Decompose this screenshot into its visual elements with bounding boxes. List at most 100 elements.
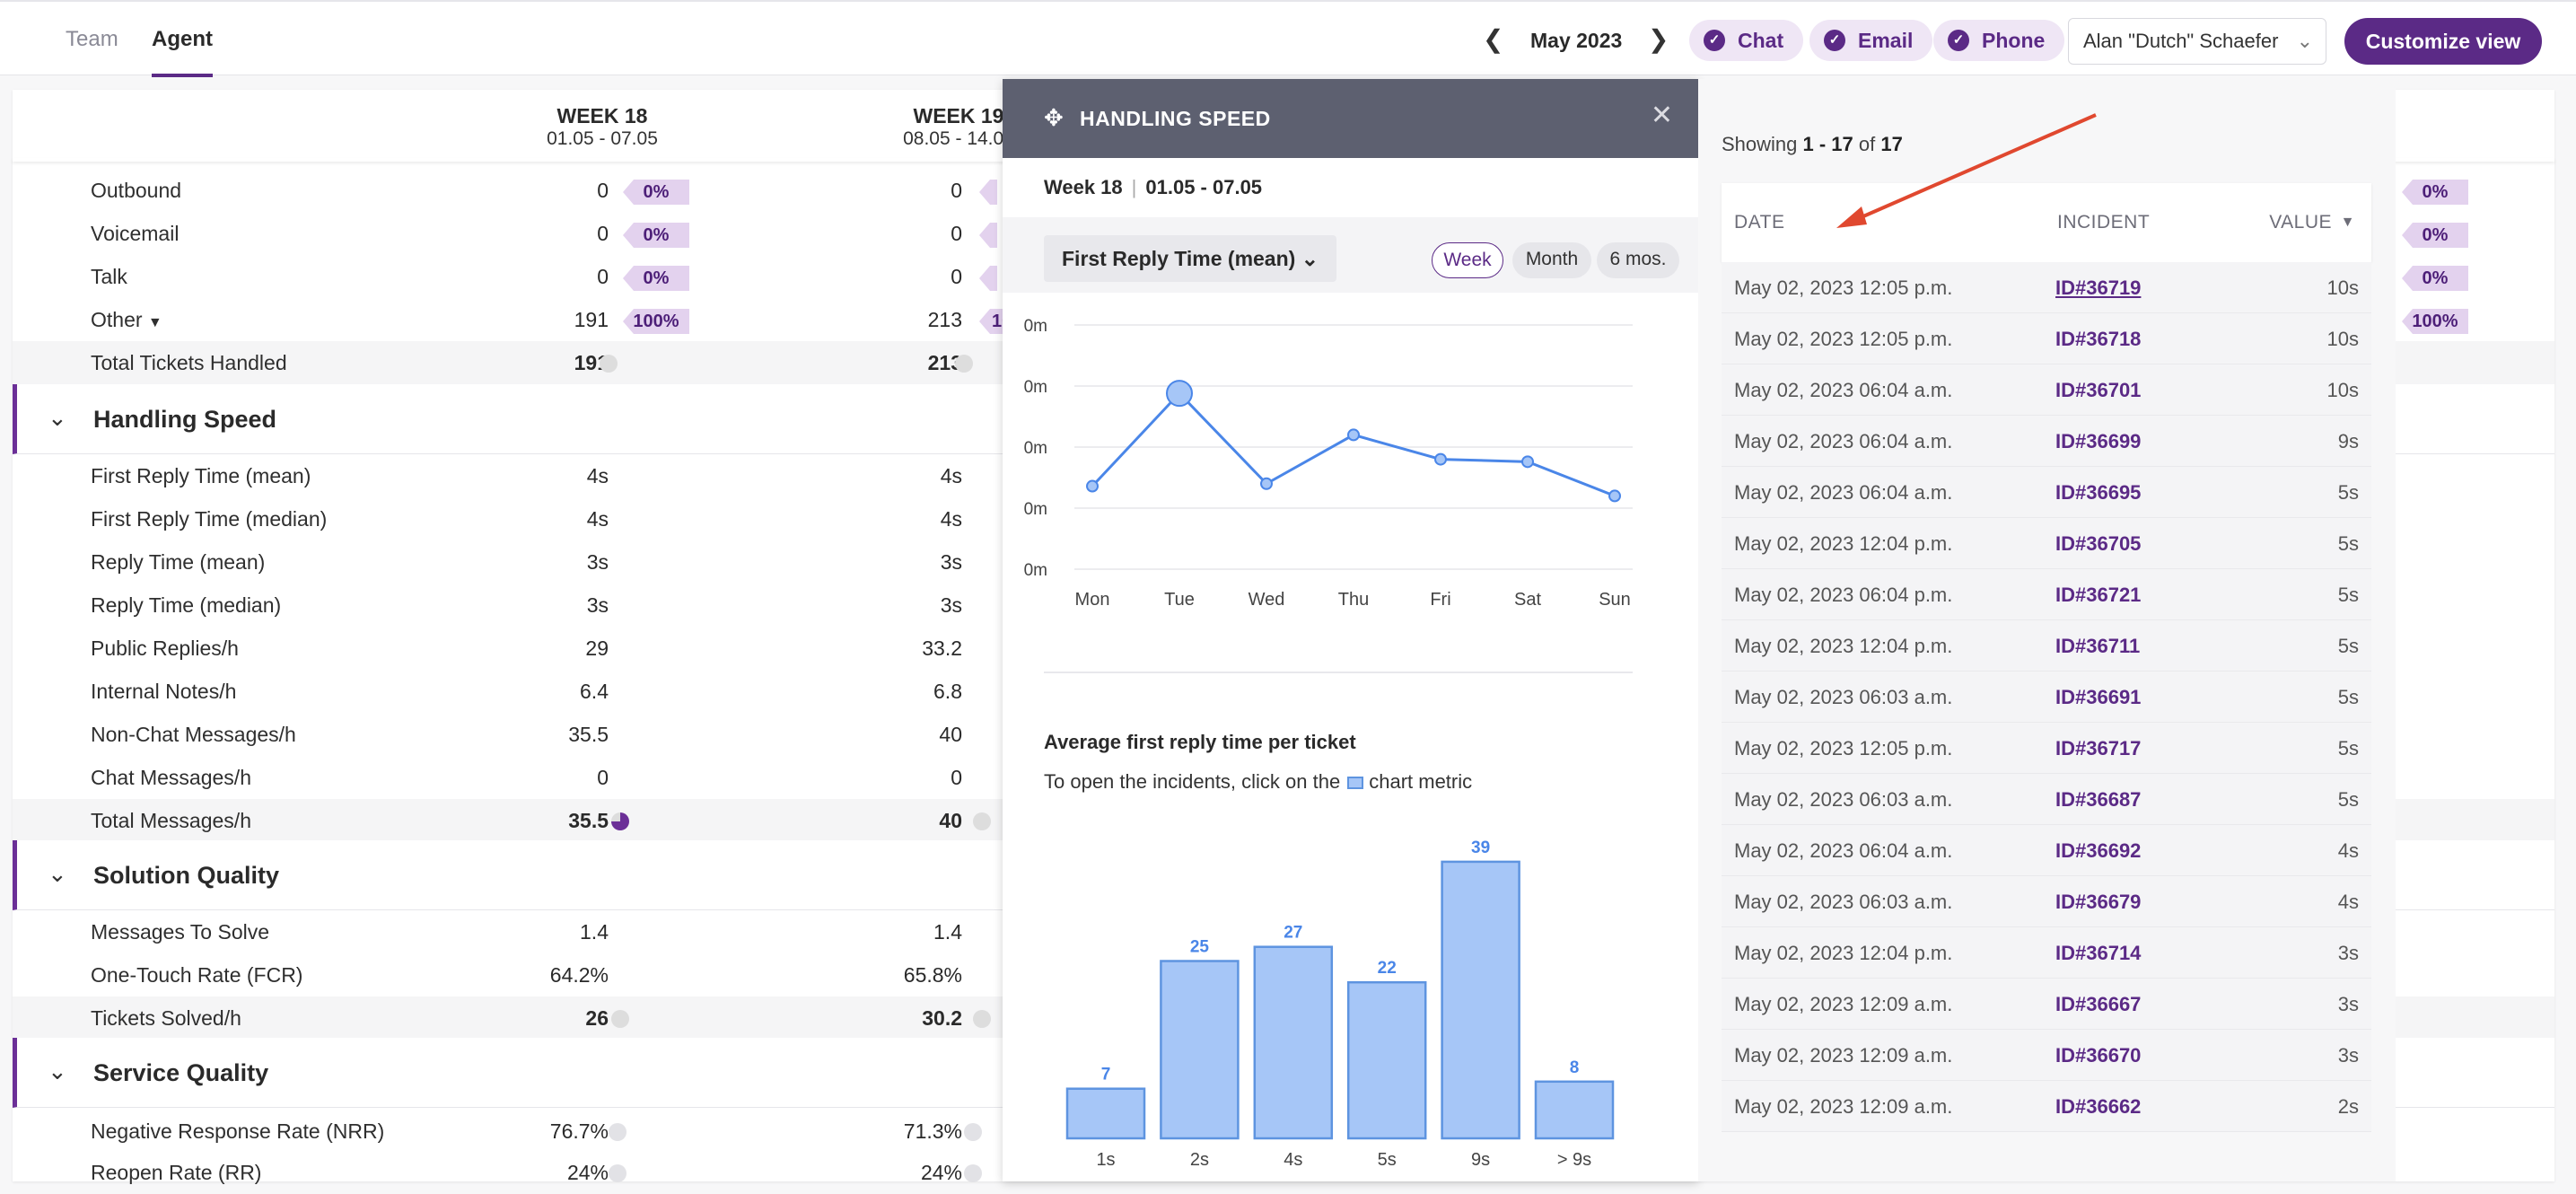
- column-value[interactable]: VALUE: [2269, 212, 2332, 233]
- x-tick-label: Mon: [1075, 590, 1110, 610]
- series-line: [1091, 391, 1616, 497]
- incident-row[interactable]: May 02, 2023 12:04 p.m. ID#36711 5s: [1722, 620, 2371, 672]
- incident-link[interactable]: ID#36714: [2055, 942, 2142, 964]
- top-bar: Team Agent ❮ May 2023 ❯ ✓ Chat ✓ Email ✓ Ph…: [0, 0, 2576, 77]
- showing-count: Showing 1 - 17 of 17: [1722, 133, 1903, 155]
- chevron-down-icon[interactable]: ⌄: [48, 1058, 67, 1084]
- chevron-left-icon[interactable]: ❮: [1483, 25, 1504, 53]
- incident-value: 3s: [2337, 1044, 2359, 1067]
- incident-date: May 02, 2023 12:04 p.m.: [1734, 635, 1953, 657]
- incident-date: May 02, 2023 12:05 p.m.: [1734, 328, 1953, 350]
- tab-agent[interactable]: Agent: [152, 2, 213, 77]
- pie-icon[interactable]: [600, 355, 618, 373]
- incident-link[interactable]: ID#36667: [2055, 993, 2142, 1015]
- incident-link[interactable]: ID#36699: [2055, 430, 2142, 452]
- other-toggle[interactable]: Other ▼: [91, 308, 162, 331]
- incident-row[interactable]: May 02, 2023 12:09 a.m. ID#36667 3s: [1722, 979, 2371, 1030]
- table-row: Reopen Rate (RR) 24% 24%: [13, 1151, 2554, 1194]
- incident-link[interactable]: ID#36692: [2055, 839, 2142, 862]
- handling-speed-modal: ✥ HANDLING SPEED ✕ Week 18 | 01.05 - 07.05…: [1003, 79, 1698, 1181]
- chevron-right-icon[interactable]: ❯: [1648, 25, 1669, 53]
- agent-select[interactable]: Alan "Dutch" Schaefer ⌄: [2068, 18, 2326, 65]
- data-point: [1608, 489, 1621, 503]
- modal-header[interactable]: ✥ HANDLING SPEED ✕: [1003, 79, 1698, 158]
- channel-chat-toggle[interactable]: ✓ Chat: [1689, 20, 1804, 61]
- incident-link[interactable]: ID#36718: [2055, 328, 2142, 350]
- pie-icon[interactable]: [611, 812, 629, 830]
- incident-date: May 02, 2023 12:09 a.m.: [1734, 1044, 1953, 1067]
- incident-value: 10s: [2326, 328, 2359, 350]
- incident-link[interactable]: ID#36711: [2055, 635, 2141, 657]
- sort-desc-icon[interactable]: ▼: [2340, 215, 2355, 230]
- check-icon: ✓: [1948, 30, 1969, 51]
- range-6mos-button[interactable]: 6 mos.: [1597, 242, 1679, 278]
- range-week-button[interactable]: Week: [1432, 242, 1503, 278]
- metric-toolbar: First Reply Time (mean) ⌄ Week Month 6 mo…: [1003, 217, 1698, 293]
- x-tick-label: 5s: [1378, 1150, 1397, 1170]
- chevron-down-icon[interactable]: ⌄: [48, 860, 67, 887]
- incident-link[interactable]: ID#36719: [2055, 277, 2142, 299]
- check-circle-icon: [609, 1164, 626, 1182]
- pie-icon[interactable]: [955, 355, 973, 373]
- column-date[interactable]: DATE: [1734, 212, 1785, 233]
- incident-date: May 02, 2023 06:03 a.m.: [1734, 891, 1953, 913]
- table-row: Outbound 0 0% 0 0%: [13, 169, 2554, 212]
- incident-row[interactable]: May 02, 2023 06:03 a.m. ID#36679 4s: [1722, 876, 2371, 927]
- incident-row[interactable]: May 02, 2023 12:05 p.m. ID#36719 10s: [1722, 262, 2371, 313]
- incident-link[interactable]: ID#36691: [2055, 686, 2142, 708]
- incidents-header: DATE INCIDENT VALUE ▼: [1722, 183, 2371, 262]
- incident-row[interactable]: May 02, 2023 06:03 a.m. ID#36691 5s: [1722, 672, 2371, 723]
- incident-row[interactable]: May 02, 2023 06:04 a.m. ID#36695 5s: [1722, 467, 2371, 518]
- incident-date: May 02, 2023 06:04 a.m.: [1734, 481, 1953, 504]
- incident-row[interactable]: May 02, 2023 12:09 a.m. ID#36670 3s: [1722, 1030, 2371, 1081]
- incident-row[interactable]: May 02, 2023 12:04 p.m. ID#36714 3s: [1722, 927, 2371, 979]
- incident-row[interactable]: May 02, 2023 12:05 p.m. ID#36718 10s: [1722, 313, 2371, 364]
- pie-icon[interactable]: [611, 1010, 629, 1028]
- incident-row[interactable]: May 02, 2023 12:04 p.m. ID#36705 5s: [1722, 518, 2371, 569]
- incident-link[interactable]: ID#36679: [2055, 891, 2142, 913]
- incident-row[interactable]: May 02, 2023 06:04 p.m. ID#36721 5s: [1722, 569, 2371, 620]
- table-row: Messages To Solve 1.4 1.4: [91, 920, 962, 944]
- y-tick-label: 0m: [1024, 500, 1047, 519]
- pie-icon[interactable]: [973, 812, 991, 830]
- chevron-down-icon[interactable]: ⌄: [48, 404, 67, 431]
- incident-row[interactable]: May 02, 2023 06:04 a.m. ID#36699 9s: [1722, 416, 2371, 467]
- table-row: First Reply Time (median) 4s 4s: [91, 507, 962, 531]
- incident-link[interactable]: ID#36705: [2055, 532, 2142, 555]
- incident-value: 4s: [2337, 891, 2359, 913]
- channel-email-toggle[interactable]: ✓ Email: [1809, 20, 1933, 61]
- channel-phone-toggle[interactable]: ✓ Phone: [1933, 20, 2065, 61]
- tab-team[interactable]: Team: [66, 27, 118, 51]
- arrow-annotation: [1836, 113, 2097, 228]
- bar-chart: 7 1s 25 2s 27 4s 22 5s 39 9s 8 > 9s: [1065, 838, 1615, 1170]
- pie-icon[interactable]: [973, 1010, 991, 1028]
- incident-link[interactable]: ID#36670: [2055, 1044, 2142, 1067]
- data-point: [1347, 428, 1360, 442]
- customize-view-button[interactable]: Customize view: [2344, 18, 2542, 65]
- incident-link[interactable]: ID#36687: [2055, 788, 2142, 811]
- incident-link[interactable]: ID#36695: [2055, 481, 2142, 504]
- check-circle-icon: [964, 1123, 982, 1141]
- data-point: [1086, 479, 1099, 493]
- incident-row[interactable]: May 02, 2023 06:03 a.m. ID#36687 5s: [1722, 774, 2371, 825]
- incident-row[interactable]: May 02, 2023 06:04 a.m. ID#36692 4s: [1722, 825, 2371, 876]
- incident-link[interactable]: ID#36717: [2055, 737, 2142, 759]
- period-label: May 2023: [1530, 29, 1623, 52]
- column-incident[interactable]: INCIDENT: [2057, 212, 2151, 233]
- line-chart: 0m 0m 0m 0m 0m Mon Tue Wed Thu Fri Sat Sun: [1024, 317, 1633, 610]
- bar: [1065, 1087, 1146, 1140]
- range-month-button[interactable]: Month: [1512, 242, 1591, 278]
- metric-select[interactable]: First Reply Time (mean) ⌄: [1044, 235, 1336, 282]
- data-point: [1521, 455, 1534, 469]
- incident-row[interactable]: May 02, 2023 12:09 a.m. ID#36662 2s: [1722, 1081, 2371, 1132]
- incident-link[interactable]: ID#36662: [2055, 1095, 2142, 1118]
- incident-row[interactable]: May 02, 2023 06:04 a.m. ID#36701 10s: [1722, 364, 2371, 416]
- close-icon[interactable]: ✕: [1650, 101, 1673, 130]
- table-row: Talk 0 0% 0 0%: [13, 255, 2554, 298]
- incident-row[interactable]: May 02, 2023 12:05 p.m. ID#36717 5s: [1722, 723, 2371, 774]
- percent-badge: 100%: [623, 309, 689, 334]
- move-icon[interactable]: ✥: [1044, 104, 1064, 131]
- incident-link[interactable]: ID#36721: [2055, 584, 2142, 606]
- incident-link[interactable]: ID#36701: [2055, 379, 2142, 401]
- check-circle-icon: [609, 1123, 626, 1141]
